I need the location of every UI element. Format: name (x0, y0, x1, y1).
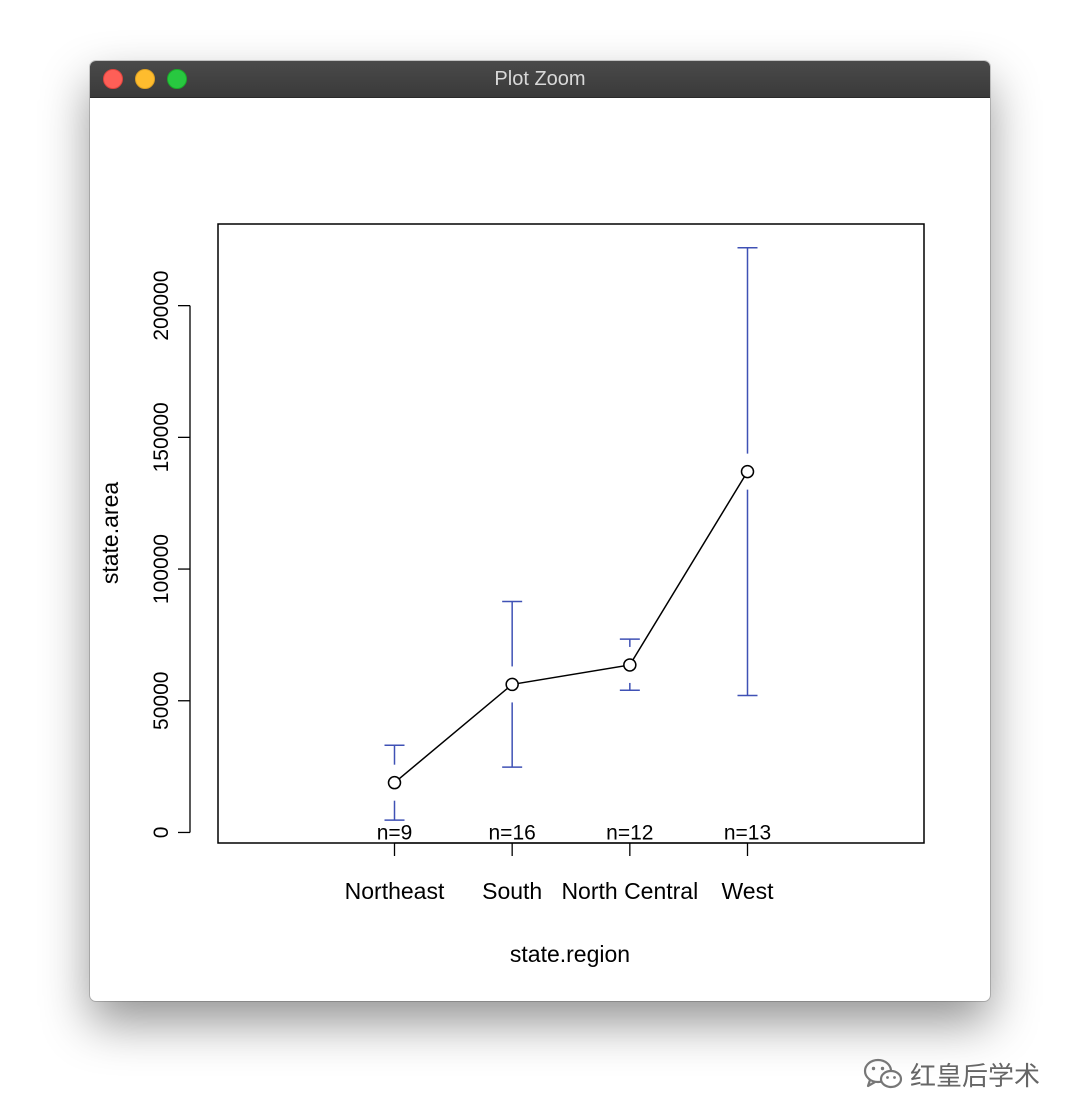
zoom-button[interactable] (167, 69, 187, 89)
chart-marks: n=9 n=16 n=12 n=13 (377, 246, 771, 844)
y-tick-label: 50000 (150, 672, 173, 730)
n-label: n=9 (377, 821, 413, 844)
n-label: n=16 (489, 821, 536, 844)
y-tick-label: 100000 (150, 534, 173, 604)
mean-point (740, 464, 755, 479)
n-label: n=13 (724, 821, 771, 844)
x-tick-label: North Central (561, 878, 698, 904)
y-tick-label: 150000 (150, 402, 173, 472)
y-axis: 0 50000 100000 150000 200000 (150, 271, 191, 839)
x-axis-label: state.region (510, 941, 630, 967)
y-tick-label: 0 (150, 827, 173, 839)
minimize-button[interactable] (135, 69, 155, 89)
watermark: 红皇后学术 (862, 1056, 1040, 1092)
x-tick-label: South (482, 878, 542, 904)
x-axis: Northeast South North Central West (345, 842, 775, 904)
mean-point (505, 677, 519, 692)
title-bar[interactable]: Plot Zoom (90, 61, 990, 98)
x-tick-label: West (722, 878, 775, 904)
mean-point (387, 775, 402, 790)
n-label: n=12 (606, 821, 653, 844)
mean-line (394, 471, 749, 784)
mean-point (623, 658, 637, 672)
plot-zoom-window: Plot Zoom 0 50000 100000 150000 200000 North… (90, 61, 990, 1001)
y-tick-label: 200000 (150, 271, 173, 341)
plot-frame (217, 223, 925, 844)
window-title: Plot Zoom (494, 68, 586, 90)
x-tick-label: Northeast (345, 878, 445, 904)
y-axis-label: state.area (97, 482, 123, 584)
wechat-icon (863, 1058, 903, 1089)
watermark-text: 红皇后学术 (910, 1061, 1041, 1092)
close-button[interactable] (103, 69, 123, 89)
